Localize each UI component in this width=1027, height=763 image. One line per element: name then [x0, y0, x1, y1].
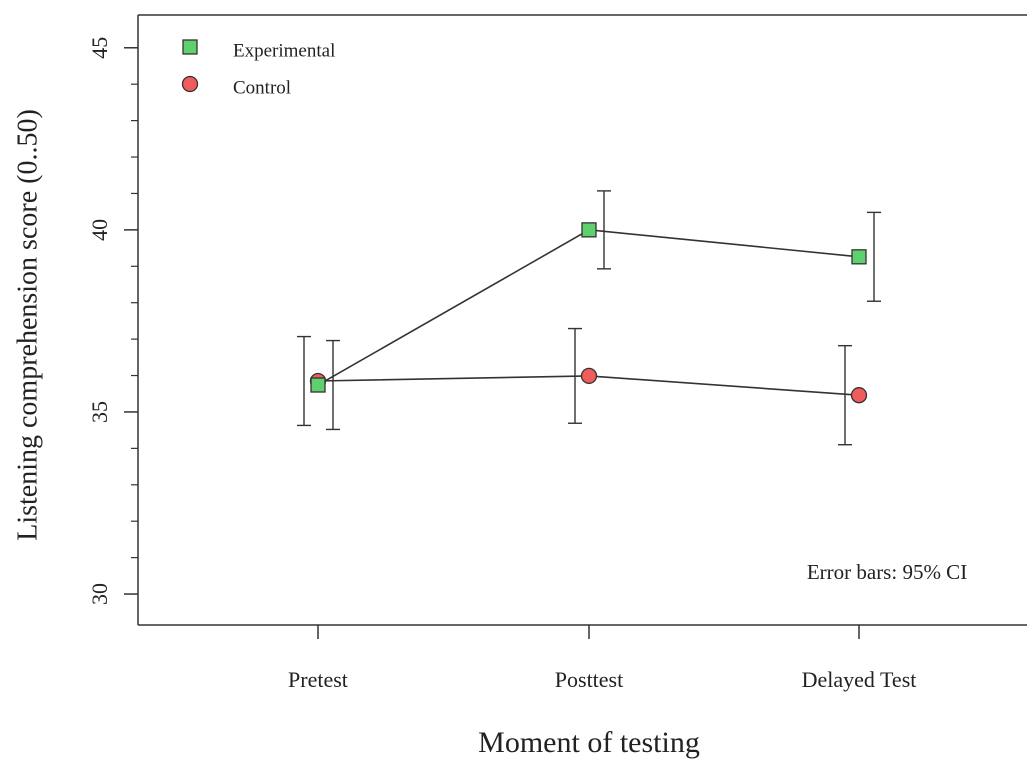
x-tick-label: Pretest: [288, 667, 348, 692]
legend-label: Control: [233, 77, 291, 98]
annotation: Error bars: 95% CI: [807, 560, 967, 584]
y-axis-title: Listening comprehension score (0..50): [12, 109, 43, 541]
point: [850, 387, 868, 404]
error-bar: [838, 344, 852, 446]
legend-marker: [182, 39, 198, 55]
series-line: [317, 229, 860, 386]
point: [851, 249, 867, 265]
x-axis-title: Moment of testing: [478, 726, 700, 759]
x-tick-label: Posttest: [555, 667, 623, 692]
point: [310, 377, 326, 393]
error-bar: [326, 339, 340, 431]
error-bar: [297, 335, 311, 427]
legend-label: Experimental: [233, 40, 335, 61]
y-tick-label: 40: [87, 219, 112, 241]
y-tick-label: 30: [87, 583, 112, 605]
y-tick-label: 35: [87, 401, 112, 423]
point: [580, 367, 598, 385]
legend-marker: [181, 75, 199, 93]
x-tick-label: Delayed Test: [802, 667, 917, 692]
error-bar: [867, 211, 881, 302]
error-bar: [597, 190, 611, 270]
point: [581, 222, 597, 238]
y-tick-label: 45: [87, 37, 112, 59]
